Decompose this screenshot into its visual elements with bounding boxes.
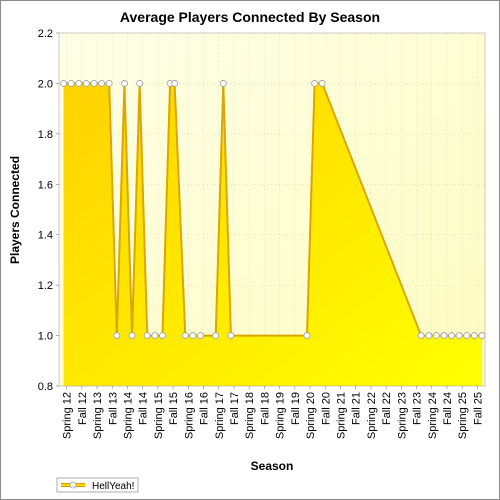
x-tick-label: Fall 25 <box>472 392 484 425</box>
x-tick-label: Spring 20 <box>305 392 317 439</box>
data-point <box>455 332 463 339</box>
data-point <box>197 332 204 339</box>
x-tick-label: Spring 19 <box>275 392 287 439</box>
data-point <box>98 80 105 87</box>
data-point <box>151 332 159 339</box>
x-tick-label: Spring 12 <box>62 392 74 439</box>
data-point <box>311 80 319 87</box>
x-tick-label: Spring 17 <box>214 392 226 439</box>
series-line <box>63 82 482 337</box>
x-tick-label: Spring 13 <box>92 392 104 439</box>
legend-label: HellYeah! <box>92 481 134 492</box>
x-tick-label: Fall 22 <box>381 392 393 425</box>
data-point <box>128 332 136 339</box>
data-point <box>67 80 75 87</box>
x-tick-label: Spring 21 <box>335 392 347 439</box>
x-tick-label: Spring 16 <box>183 392 195 439</box>
x-tick-label: Fall 19 <box>290 392 302 425</box>
chart-title: Average Players Connected By Season <box>120 9 380 25</box>
x-tick-label: Spring 22 <box>366 392 378 439</box>
data-point <box>318 80 326 87</box>
data-point <box>478 332 486 339</box>
x-tick-label: Fall 24 <box>442 392 454 425</box>
x-tick-label: Fall 12 <box>77 392 89 425</box>
x-tick-label: Fall 18 <box>259 392 271 425</box>
y-tick-label: 1.6 <box>38 179 53 191</box>
data-point <box>159 332 166 339</box>
y-tick-label: 1.8 <box>38 129 53 141</box>
y-tick-label: 1.2 <box>38 280 53 292</box>
data-point <box>448 332 455 339</box>
x-tick-label: Spring 14 <box>122 392 134 439</box>
x-tick-label: Fall 17 <box>229 392 241 425</box>
data-point <box>189 332 197 339</box>
data-point <box>105 80 113 87</box>
x-tick-label: Fall 16 <box>199 392 211 425</box>
plot-border <box>58 32 486 387</box>
y-tick-label: 1.0 <box>38 331 53 343</box>
legend: HellYeah! <box>56 477 139 493</box>
data-point <box>121 80 128 87</box>
data-point <box>432 332 440 339</box>
data-point <box>425 332 433 339</box>
legend-swatch-marker <box>69 481 77 489</box>
data-point <box>463 332 471 339</box>
data-point <box>171 80 179 87</box>
data-point <box>303 332 311 339</box>
data-point <box>136 80 144 87</box>
x-tick-label: Fall 21 <box>351 392 363 425</box>
y-tick-label: 2.0 <box>38 78 53 90</box>
data-point <box>417 332 425 339</box>
data-point <box>227 332 235 339</box>
legend-box <box>56 477 139 493</box>
series-outline <box>63 82 482 337</box>
x-tick-label: Spring 25 <box>457 392 469 439</box>
data-point <box>181 332 189 339</box>
x-tick-label: Fall 20 <box>320 392 332 425</box>
x-axis-ticks: Spring 12 Fall 12 Spring 13 Fall 13 Spring 1… <box>62 386 484 439</box>
data-point <box>219 80 227 87</box>
y-axis-title: Players Connected <box>8 156 22 264</box>
data-point <box>75 80 83 87</box>
x-axis-title: Season <box>251 459 294 473</box>
data-point <box>82 80 90 87</box>
y-tick-label: 2.2 <box>38 28 53 40</box>
x-tick-label: Spring 24 <box>427 392 439 439</box>
x-tick-label: Fall 15 <box>168 392 180 425</box>
y-tick-label: 1.4 <box>38 230 53 242</box>
x-tick-label: Fall 14 <box>138 392 150 425</box>
data-point <box>90 80 98 87</box>
x-tick-label: Fall 23 <box>412 392 424 425</box>
y-tick-label: 0.8 <box>38 381 53 393</box>
data-point <box>212 332 220 339</box>
y-axis-ticks: 0.8 1.0 1.2 1.4 1.6 1.8 2.0 2.2 <box>38 28 59 393</box>
x-tick-label: Spring 18 <box>244 392 256 439</box>
x-tick-label: Spring 23 <box>396 392 408 439</box>
x-tick-label: Spring 15 <box>153 392 165 439</box>
data-point <box>440 332 448 339</box>
x-tick-label: Fall 13 <box>107 392 119 425</box>
data-point <box>60 80 67 87</box>
data-point <box>470 332 478 339</box>
data-point <box>143 332 151 339</box>
data-point <box>113 332 121 339</box>
series-markers <box>60 80 486 339</box>
